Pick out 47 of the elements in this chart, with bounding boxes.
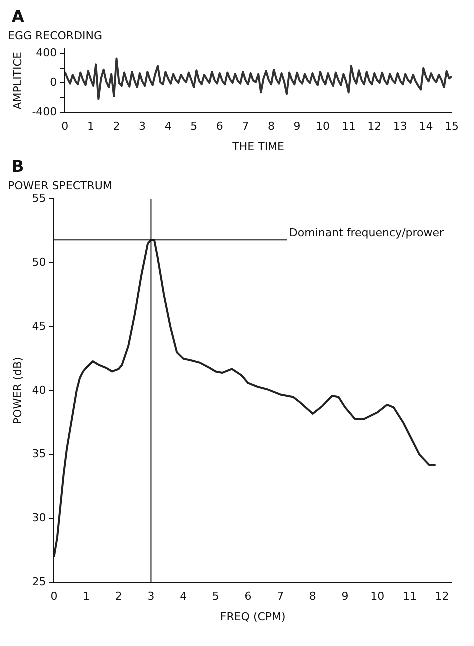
x-tick-label: 11 [402, 590, 417, 604]
x-tick-label: 3 [148, 590, 155, 604]
y-axis-title: AMPLITICE [11, 52, 24, 110]
x-tick-label: 13 [393, 120, 408, 134]
x-tick-label: 6 [244, 590, 252, 604]
y-tick-label: 30 [32, 512, 46, 525]
x-tick-label: 12 [435, 590, 450, 604]
x-tick-label: 1 [87, 120, 94, 134]
y-tick-label: 40 [32, 384, 46, 397]
x-tick-label: 5 [190, 120, 198, 134]
x-tick-label: 6 [216, 120, 224, 134]
x-tick-label: 9 [294, 120, 301, 134]
x-tick-label: 10 [316, 120, 330, 134]
x-tick-label: 12 [368, 120, 382, 134]
x-axis-title: FREQ (CPM) [220, 610, 286, 624]
x-tick-label: 8 [309, 590, 316, 604]
x-tick-label: 14 [419, 120, 434, 134]
x-tick-label: 2 [115, 590, 122, 604]
x-tick-label: 8 [268, 120, 275, 134]
x-tick-label: 1 [83, 590, 90, 604]
x-tick-label: 5 [212, 590, 220, 604]
x-tick-label: 7 [277, 590, 284, 604]
x-axis-title: THE TIME [232, 140, 285, 154]
y-axis-title: POWER (dB) [11, 357, 24, 425]
x-tick-label: 15 [445, 120, 459, 134]
y-tick-label: 25 [32, 575, 46, 588]
y-tick-label: 400 [36, 46, 58, 60]
text: A [12, 7, 25, 26]
chart-title: EGG RECORDING [8, 29, 103, 42]
x-tick-label: 11 [342, 120, 356, 134]
x-tick-label: 3 [139, 120, 146, 134]
x-tick-label: 2 [113, 120, 120, 134]
x-tick-label: 7 [242, 120, 250, 134]
x-tick-label: 4 [164, 120, 172, 134]
y-tick-label: 35 [32, 448, 46, 461]
y-tick-label: -400 [32, 105, 58, 118]
x-tick-label: 10 [370, 590, 385, 604]
x-tick-label: 9 [342, 590, 349, 604]
x-tick-label: 0 [62, 120, 69, 134]
y-tick-label: 55 [32, 192, 46, 206]
y-tick-label: 0 [50, 76, 58, 89]
x-tick-label: 4 [180, 590, 188, 604]
y-tick-label: 50 [32, 256, 46, 269]
y-tick-label: 45 [32, 320, 46, 333]
ref-line-label: Dominant frequency/prower [289, 226, 444, 240]
chart-title: POWER SPECTRUM [8, 179, 112, 192]
text: B [12, 157, 24, 176]
